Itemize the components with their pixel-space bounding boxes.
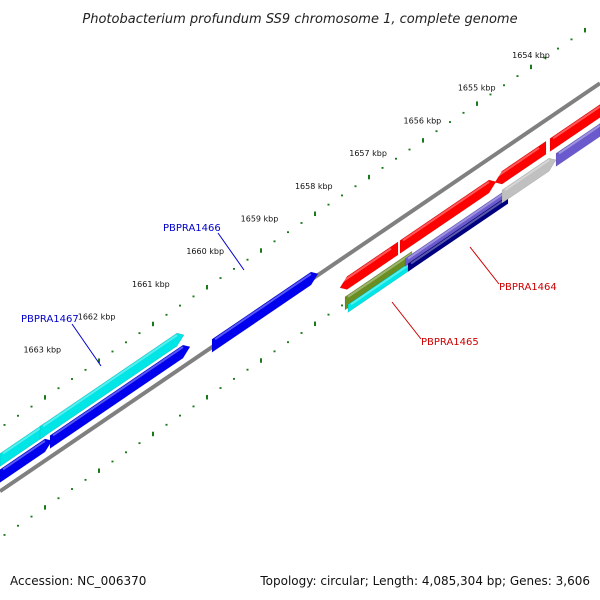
feature-highlight bbox=[402, 181, 490, 242]
gene-label-PBPRA1465[interactable]: PBPRA1465 bbox=[391, 301, 479, 348]
feature-highlight bbox=[2, 440, 46, 471]
outer-tick-ring bbox=[3, 27, 586, 426]
gene-label-text[interactable]: PBPRA1464 bbox=[499, 282, 557, 293]
gene-label-text[interactable]: PBPRA1466 bbox=[163, 223, 221, 234]
tick-label: 1658 kbp bbox=[295, 182, 333, 191]
gene-arrow-PBPRA1466[interactable] bbox=[211, 271, 319, 353]
gene-arrow-PBPRA1467[interactable] bbox=[39, 332, 185, 440]
gene-arrow[interactable] bbox=[0, 422, 46, 467]
feature-highlight bbox=[497, 147, 540, 177]
genome-summary-text: Topology: circular; Length: 4,085,304 bp… bbox=[260, 574, 590, 588]
tick-label: 1654 kbp bbox=[512, 51, 550, 60]
tick-label: 1659 kbp bbox=[241, 215, 279, 224]
feature-highlight bbox=[52, 346, 184, 437]
gene-arrow[interactable] bbox=[0, 438, 53, 483]
tick-label: 1656 kbp bbox=[404, 116, 442, 125]
gene-label-text[interactable]: PBPRA1467 bbox=[21, 314, 79, 325]
gene-arrow[interactable] bbox=[501, 157, 557, 204]
tick-label: 1660 kbp bbox=[186, 247, 224, 256]
feature-highlight bbox=[342, 247, 392, 283]
feature-highlight bbox=[504, 159, 550, 191]
gene-arrow[interactable] bbox=[549, 104, 600, 153]
tick-label: 1661 kbp bbox=[132, 280, 170, 289]
feature-highlight bbox=[558, 124, 600, 155]
gene-label-PBPRA1464[interactable]: PBPRA1464 bbox=[469, 246, 557, 293]
gene-features bbox=[0, 104, 600, 483]
gene-arrow[interactable] bbox=[339, 241, 399, 290]
callout-line bbox=[217, 232, 245, 271]
gene-arrow[interactable] bbox=[494, 140, 547, 185]
gene-label-PBPRA1466[interactable]: PBPRA1466 bbox=[163, 223, 245, 271]
feature-highlight bbox=[347, 252, 413, 298]
tick-label: 1655 kbp bbox=[458, 84, 496, 93]
map-title: Photobacterium profundum SS9 chromosome … bbox=[82, 12, 517, 27]
gene-arrow[interactable] bbox=[49, 344, 191, 450]
gene-label-text[interactable]: PBPRA1465 bbox=[421, 337, 479, 348]
feature-highlight bbox=[407, 189, 509, 260]
feature-highlight bbox=[552, 105, 600, 140]
feature-highlight bbox=[2, 424, 46, 455]
callout-line bbox=[391, 301, 422, 340]
feature-highlight bbox=[42, 334, 178, 428]
tick-labels: 1654 kbp 1655 kbp 1656 kbp 1657 kbp 1658 kbp… bbox=[23, 51, 549, 354]
gene-arrow[interactable] bbox=[399, 179, 497, 255]
feature-highlight bbox=[350, 262, 413, 306]
gene-arrow[interactable] bbox=[555, 123, 600, 167]
tick-label: 1662 kbp bbox=[78, 313, 116, 322]
gene-label-PBPRA1467[interactable]: PBPRA1467 bbox=[21, 314, 102, 367]
gene-arrow-PBPRA1464[interactable] bbox=[407, 195, 509, 273]
tick-label: 1663 kbp bbox=[23, 345, 61, 354]
callout-line bbox=[71, 323, 102, 367]
feature-highlight bbox=[214, 273, 312, 341]
callout-line bbox=[469, 246, 500, 285]
accession-text: Accession: NC_006370 bbox=[10, 574, 147, 588]
feature-highlight bbox=[410, 196, 509, 265]
tick-label: 1657 kbp bbox=[349, 149, 387, 158]
